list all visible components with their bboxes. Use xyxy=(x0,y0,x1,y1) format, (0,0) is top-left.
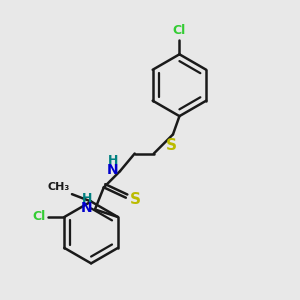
Text: Cl: Cl xyxy=(173,24,186,37)
Text: Cl: Cl xyxy=(32,211,45,224)
Text: H: H xyxy=(82,192,92,205)
Text: S: S xyxy=(130,192,141,207)
Text: CH₃: CH₃ xyxy=(47,182,70,192)
Text: H: H xyxy=(107,154,118,166)
Text: N: N xyxy=(81,201,92,215)
Text: S: S xyxy=(166,138,177,153)
Text: N: N xyxy=(107,163,118,177)
